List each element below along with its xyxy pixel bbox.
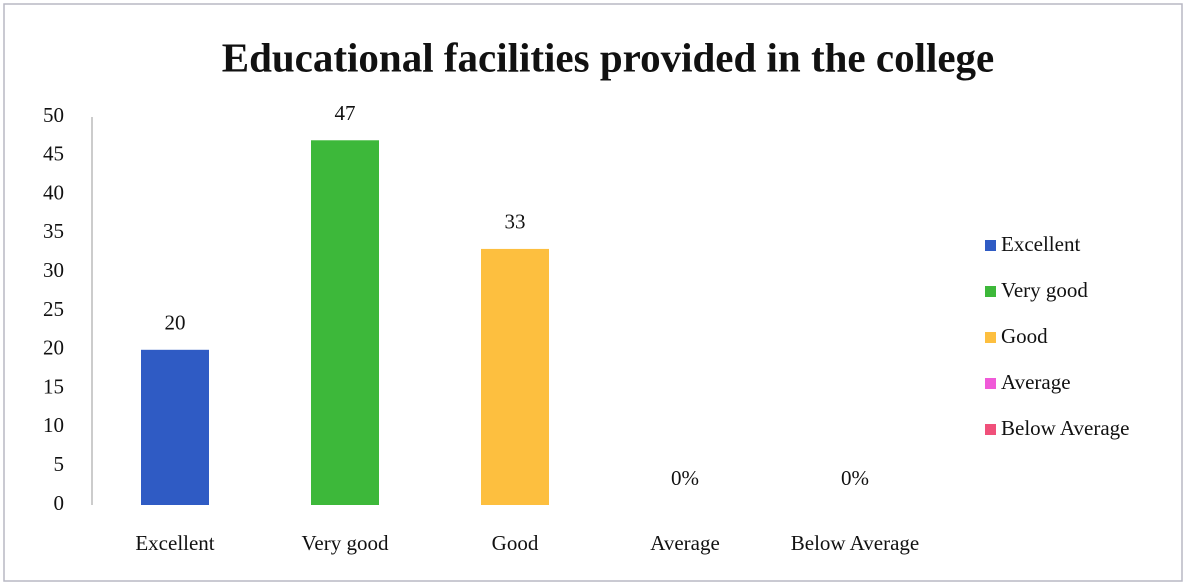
bar (311, 140, 379, 505)
y-tick-label: 30 (43, 258, 64, 282)
legend-label: Excellent (1001, 232, 1080, 256)
legend-swatch (985, 332, 996, 343)
y-tick-label: 40 (43, 180, 64, 204)
data-label: 47 (335, 101, 356, 125)
legend-label: Below Average (1001, 416, 1129, 440)
data-label: 20 (165, 311, 186, 335)
legend-label: Very good (1001, 278, 1088, 302)
x-tick-label: Good (492, 531, 539, 555)
legend-label: Average (1001, 370, 1071, 394)
x-tick-label: Average (650, 531, 720, 555)
legend-swatch (985, 378, 996, 389)
legend-swatch (985, 286, 996, 297)
y-tick-label: 45 (43, 142, 64, 166)
data-label: 0% (671, 466, 699, 490)
bar (141, 349, 209, 505)
data-label: 0% (841, 466, 869, 490)
x-tick-label: Excellent (135, 531, 214, 555)
x-tick-label: Very good (302, 531, 389, 555)
data-label: 33 (505, 210, 526, 234)
y-tick-label: 15 (43, 374, 64, 398)
y-tick-label: 25 (43, 297, 64, 321)
legend-swatch (985, 240, 996, 251)
legend-label: Good (1001, 324, 1048, 348)
x-tick-label: Below Average (791, 531, 919, 555)
chart-title: Educational facilities provided in the c… (222, 34, 995, 80)
y-tick-label: 35 (43, 219, 64, 243)
y-tick-label: 5 (54, 452, 65, 476)
bar (481, 248, 549, 506)
y-tick-label: 10 (43, 413, 64, 437)
y-tick-label: 0 (54, 491, 65, 515)
y-tick-label: 20 (43, 336, 64, 360)
y-tick-label: 50 (43, 103, 64, 127)
legend-swatch (985, 424, 996, 435)
